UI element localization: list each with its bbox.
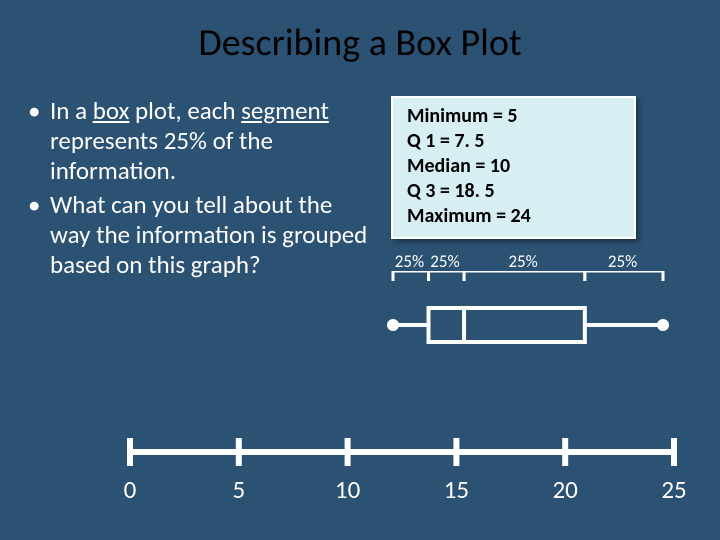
b1-underline-segment: segment <box>241 95 329 126</box>
slide-title: Describing a Box Plot <box>0 0 720 66</box>
stat-max: Maximum = 24 <box>407 204 620 229</box>
stat-q3: Q 3 = 18. 5 <box>407 179 620 204</box>
b1-pre: In a <box>50 95 93 126</box>
pct-label: 25% <box>608 251 637 272</box>
axis-tick-label: 15 <box>444 474 469 505</box>
number-line: 0510152025 <box>122 430 682 516</box>
bullet-1: • In a box plot, each segment represents… <box>28 96 373 186</box>
axis-tick-label: 25 <box>661 474 686 505</box>
content-row: • In a box plot, each segment represents… <box>0 66 720 361</box>
stats-infobox: Minimum = 5 Q 1 = 7. 5 Median = 10 Q 3 =… <box>391 96 636 239</box>
stat-median: Median = 10 <box>407 154 620 179</box>
axis-icon <box>122 430 682 474</box>
b1-underline-box: box <box>93 95 130 126</box>
boxplot-icon <box>383 303 673 353</box>
bracket-icon <box>383 271 673 299</box>
pct-label: 25% <box>508 251 537 272</box>
b1-post: represents 25% of the information. <box>50 125 273 186</box>
axis-tick-label: 0 <box>124 474 137 505</box>
axis-tick-label: 10 <box>335 474 360 505</box>
bullet-dot: • <box>28 96 50 186</box>
pct-label: 25% <box>395 251 424 272</box>
bullet-2: • What can you tell about the way the in… <box>28 190 373 280</box>
right-panel: Minimum = 5 Q 1 = 7. 5 Median = 10 Q 3 =… <box>373 96 700 361</box>
boxplot-area: 25% 25% 25% 25% <box>383 251 673 361</box>
stat-min: Minimum = 5 <box>407 104 620 129</box>
bullet-2-text: What can you tell about the way the info… <box>50 190 373 280</box>
pct-label: 25% <box>430 251 459 272</box>
bullet-1-text: In a box plot, each segment represents 2… <box>50 96 373 186</box>
bullet-dot: • <box>28 190 50 280</box>
axis-tick-label: 20 <box>553 474 578 505</box>
axis-tick-label: 5 <box>232 474 245 505</box>
bullet-list: • In a box plot, each segment represents… <box>28 96 373 361</box>
stat-q1: Q 1 = 7. 5 <box>407 129 620 154</box>
b1-mid: plot, each <box>129 95 241 126</box>
